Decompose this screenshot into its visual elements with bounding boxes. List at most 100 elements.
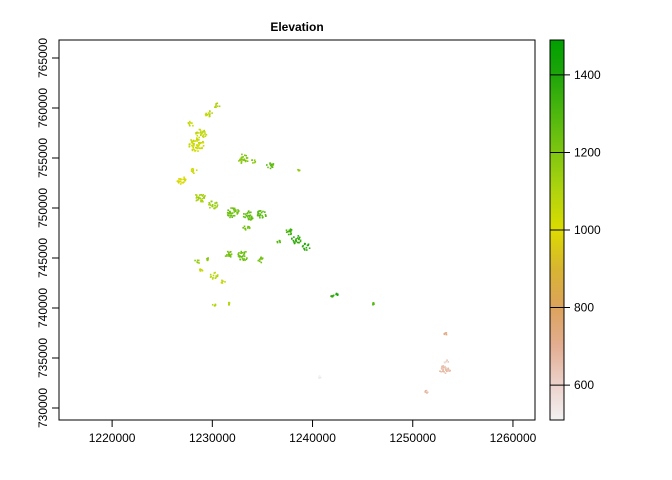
raster-cell bbox=[294, 239, 297, 241]
raster-cell bbox=[272, 163, 275, 165]
raster-cell bbox=[237, 209, 239, 211]
raster-cell bbox=[258, 210, 261, 212]
raster-patch bbox=[195, 128, 208, 139]
raster-cell bbox=[192, 124, 194, 127]
raster-cell bbox=[205, 133, 208, 136]
raster-cell bbox=[444, 365, 446, 368]
raster-cell bbox=[297, 237, 299, 239]
raster-cell bbox=[290, 231, 292, 233]
y-axis: 730000 735000 740000 745000 750000 755000 7600… bbox=[36, 38, 59, 428]
raster-cell bbox=[198, 194, 201, 196]
raster-cell bbox=[229, 211, 231, 213]
raster-cell bbox=[181, 178, 183, 181]
raster-cell bbox=[265, 215, 267, 217]
raster-cell bbox=[201, 197, 204, 200]
raster-patch bbox=[285, 228, 293, 236]
raster-cell bbox=[243, 255, 246, 258]
raster-cell bbox=[196, 259, 199, 262]
raster-cell bbox=[203, 196, 205, 198]
raster-cell bbox=[200, 133, 202, 136]
raster-cell bbox=[243, 213, 245, 215]
raster-patch bbox=[318, 375, 322, 379]
raster-cell bbox=[198, 144, 200, 146]
raster-patch bbox=[330, 294, 335, 298]
raster-patch bbox=[226, 207, 240, 219]
raster-cell bbox=[297, 235, 300, 237]
raster-cell bbox=[241, 252, 244, 254]
raster-cell bbox=[198, 196, 200, 198]
raster-patch bbox=[194, 259, 200, 264]
raster-cell bbox=[200, 194, 203, 196]
raster-cell bbox=[207, 112, 210, 114]
raster-cell bbox=[240, 256, 243, 258]
raster-patch bbox=[242, 210, 254, 221]
colorbar-tick-label: 1000 bbox=[574, 223, 601, 237]
raster-cell bbox=[195, 146, 197, 149]
raster-cell bbox=[442, 365, 445, 367]
raster-cell bbox=[204, 135, 207, 137]
raster-cell bbox=[243, 252, 246, 255]
raster-cell bbox=[446, 359, 448, 361]
raster-cell bbox=[215, 102, 217, 105]
raster-cell bbox=[182, 182, 184, 184]
raster-cell bbox=[209, 111, 211, 113]
raster-cell bbox=[306, 249, 308, 251]
raster-cell bbox=[303, 247, 305, 250]
raster-cell bbox=[258, 215, 261, 217]
raster-cell bbox=[246, 227, 249, 229]
raster-cell bbox=[179, 178, 181, 181]
raster-cell bbox=[214, 202, 216, 204]
raster-cell bbox=[293, 236, 295, 238]
raster-cell bbox=[202, 130, 204, 133]
x-tick-label: 1240000 bbox=[289, 431, 336, 445]
raster-cell bbox=[228, 304, 230, 306]
raster-cell bbox=[247, 218, 250, 221]
x-axis: 1220000 1230000 1240000 1250000 1260000 bbox=[89, 420, 537, 445]
raster-cell bbox=[202, 141, 205, 144]
raster-cell bbox=[211, 112, 213, 114]
raster-cell bbox=[228, 252, 230, 254]
raster-cell bbox=[241, 258, 244, 260]
raster-cell bbox=[196, 145, 199, 148]
raster-patch bbox=[188, 137, 205, 152]
x-tick-label: 1220000 bbox=[89, 431, 136, 445]
raster-cell bbox=[229, 216, 231, 219]
raster-cell bbox=[211, 304, 214, 306]
y-tick-label: 745000 bbox=[36, 238, 50, 278]
raster-cell bbox=[259, 213, 262, 215]
raster-cell bbox=[294, 241, 296, 243]
raster-patch bbox=[443, 359, 450, 364]
raster-cell bbox=[243, 225, 246, 228]
raster-cell bbox=[209, 115, 211, 117]
raster-cell bbox=[249, 214, 252, 216]
raster-patch bbox=[176, 176, 187, 185]
raster-cell bbox=[238, 252, 240, 254]
raster-cell bbox=[262, 210, 264, 213]
raster-cell bbox=[221, 282, 224, 284]
raster-cell bbox=[269, 163, 271, 165]
raster-cell bbox=[239, 258, 242, 261]
raster-patch bbox=[297, 168, 301, 172]
raster-patch bbox=[443, 332, 448, 336]
raster-cell bbox=[257, 213, 259, 215]
raster-cell bbox=[250, 215, 253, 218]
raster-cell bbox=[245, 154, 247, 157]
raster-cell bbox=[213, 207, 215, 210]
raster-cell bbox=[209, 110, 211, 112]
raster-cell bbox=[304, 243, 306, 245]
raster-cell bbox=[209, 204, 212, 206]
raster-cell bbox=[237, 255, 240, 257]
raster-cell bbox=[203, 129, 205, 132]
raster-cell bbox=[373, 303, 375, 305]
raster-cell bbox=[298, 238, 300, 240]
raster-cell bbox=[250, 218, 253, 221]
raster-cell bbox=[202, 135, 204, 138]
raster-patch bbox=[257, 256, 264, 264]
raster-cell bbox=[445, 369, 448, 372]
raster-cell bbox=[183, 181, 185, 183]
raster-cell bbox=[206, 257, 208, 260]
raster-cell bbox=[189, 122, 192, 124]
raster-cell bbox=[251, 217, 254, 220]
raster-cell bbox=[177, 182, 180, 184]
raster-cell bbox=[199, 197, 201, 199]
